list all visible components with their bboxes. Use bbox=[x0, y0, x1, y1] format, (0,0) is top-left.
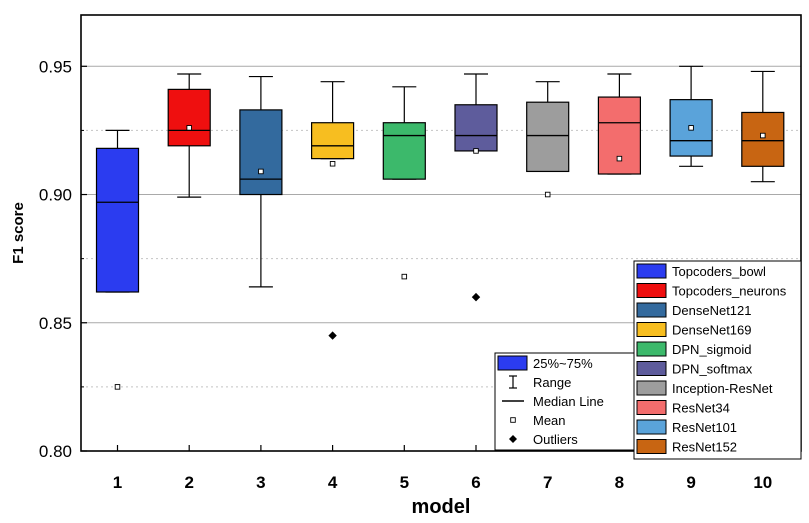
legend-box-swatch bbox=[497, 355, 528, 371]
y-tick-label: 0.95 bbox=[39, 57, 72, 76]
series-legend-item: Topcoders_bowl bbox=[636, 263, 766, 279]
plot-frame bbox=[80, 14, 802, 452]
series-legend-swatch bbox=[636, 263, 667, 279]
axes: 0.80 0.85 0.90 0.95 1 2 3 4 5 6 7 8 9 10 bbox=[39, 57, 772, 492]
box-Topcoders_bowl bbox=[95, 129, 140, 390]
mean-marker bbox=[760, 132, 766, 139]
series-legend-label: Topcoders_neurons bbox=[672, 284, 787, 299]
box-ResNet101 bbox=[669, 65, 713, 167]
box-iqr bbox=[597, 96, 642, 175]
box-DenseNet121 bbox=[239, 75, 283, 288]
series-legend-swatch bbox=[636, 322, 667, 337]
mean-marker bbox=[114, 384, 121, 390]
y-tick-label: 0.85 bbox=[39, 314, 72, 333]
box-Topcoders_neurons bbox=[167, 73, 211, 198]
symbol-legend: 25%~75% Range Median Line Mean Outliers bbox=[494, 352, 641, 451]
symbol-legend-item-box: 25%~75% bbox=[497, 355, 593, 371]
series-legend-label: ResNet152 bbox=[672, 440, 737, 455]
series-legend-label: Inception-ResNet bbox=[672, 381, 773, 396]
box-iqr bbox=[382, 122, 426, 180]
series-legend-swatch bbox=[636, 302, 667, 318]
x-axis-title: model bbox=[412, 496, 471, 518]
series-legend-swatch bbox=[636, 380, 667, 396]
series-legend-item: ResNet101 bbox=[636, 419, 737, 435]
symbol-legend-item-median: Median Line bbox=[502, 394, 604, 409]
series-legend-item: DenseNet169 bbox=[636, 322, 752, 338]
series-legend-item: ResNet152 bbox=[636, 439, 737, 455]
y-axis-title: F1 score bbox=[10, 202, 27, 264]
series-legend-item: Inception-ResNet bbox=[636, 380, 773, 396]
x-tick-label: 2 bbox=[184, 473, 193, 492]
series-legend-item: Topcoders_neurons bbox=[636, 283, 787, 299]
series-legend-item: DPN_sigmoid bbox=[636, 341, 751, 357]
series-legend-swatch bbox=[636, 361, 667, 376]
series-legend-label: DPN_softmax bbox=[672, 362, 753, 377]
series-legend-label: ResNet34 bbox=[672, 401, 730, 416]
box-iqr bbox=[741, 111, 785, 167]
legend-mean-marker bbox=[510, 417, 516, 423]
outlier-marker bbox=[328, 331, 337, 340]
x-tick-label: 4 bbox=[328, 473, 338, 492]
symbol-legend-label: Outliers bbox=[533, 432, 578, 447]
box-iqr bbox=[454, 104, 498, 152]
series-legend-label: Topcoders_bowl bbox=[672, 264, 766, 279]
box-DPN_sigmoid bbox=[382, 86, 426, 280]
x-tick-label: 7 bbox=[543, 473, 552, 492]
symbol-legend-label: Median Line bbox=[533, 394, 604, 409]
box-DenseNet169 bbox=[311, 81, 355, 340]
series-legend-swatch bbox=[636, 400, 667, 415]
series-legend-label: DenseNet121 bbox=[672, 303, 752, 318]
symbol-legend-label: Mean bbox=[533, 413, 566, 428]
box-Inception-ResNet bbox=[526, 81, 570, 198]
box-iqr bbox=[167, 88, 211, 147]
x-tick-label: 6 bbox=[471, 473, 480, 492]
series-legend-label: DPN_sigmoid bbox=[672, 342, 751, 357]
series-legend: Topcoders_bowl Topcoders_neurons DenseNet1… bbox=[633, 260, 802, 460]
symbol-legend-item-mean: Mean bbox=[510, 413, 566, 428]
x-tick-label: 10 bbox=[753, 473, 772, 492]
mean-marker bbox=[186, 125, 192, 131]
box-iqr bbox=[239, 109, 283, 196]
mean-marker bbox=[401, 273, 408, 280]
series-legend-item: DPN_softmax bbox=[636, 361, 753, 377]
x-tick-label: 9 bbox=[686, 473, 695, 492]
boxes bbox=[95, 65, 785, 390]
y-tick-label: 0.90 bbox=[39, 186, 72, 205]
symbol-legend-label: Range bbox=[533, 375, 571, 390]
mean-marker bbox=[688, 125, 694, 131]
y-tick-label: 0.80 bbox=[39, 442, 72, 461]
outlier-marker bbox=[471, 292, 481, 302]
series-legend-swatch bbox=[636, 419, 667, 435]
symbol-legend-item-range: Range bbox=[509, 375, 571, 390]
mean-marker bbox=[258, 168, 264, 175]
series-legend-item: DenseNet121 bbox=[636, 302, 752, 318]
mean-marker bbox=[544, 191, 551, 198]
x-tick-label: 3 bbox=[256, 473, 265, 492]
box-iqr bbox=[311, 122, 355, 160]
series-legend-swatch bbox=[636, 439, 667, 454]
series-legend-item: ResNet34 bbox=[636, 400, 730, 416]
box-DPN_softmax bbox=[454, 73, 498, 302]
box-iqr bbox=[526, 101, 570, 173]
x-tick-label: 8 bbox=[615, 473, 624, 492]
box-iqr bbox=[95, 147, 140, 293]
x-tick-label: 1 bbox=[113, 473, 122, 492]
box-ResNet152 bbox=[741, 70, 785, 183]
x-tick-label: 5 bbox=[400, 473, 409, 492]
mean-marker bbox=[616, 155, 623, 162]
symbol-legend-label: 25%~75% bbox=[533, 356, 593, 371]
series-legend-swatch bbox=[636, 341, 667, 357]
mean-marker bbox=[473, 148, 479, 154]
symbol-legend-item-outlier: Outliers bbox=[509, 432, 578, 447]
mean-marker bbox=[329, 161, 336, 167]
series-legend-label: DenseNet169 bbox=[672, 323, 752, 338]
series-legend-swatch bbox=[636, 283, 667, 298]
legend-outlier-marker bbox=[509, 435, 517, 443]
series-legend-label: ResNet101 bbox=[672, 420, 737, 435]
